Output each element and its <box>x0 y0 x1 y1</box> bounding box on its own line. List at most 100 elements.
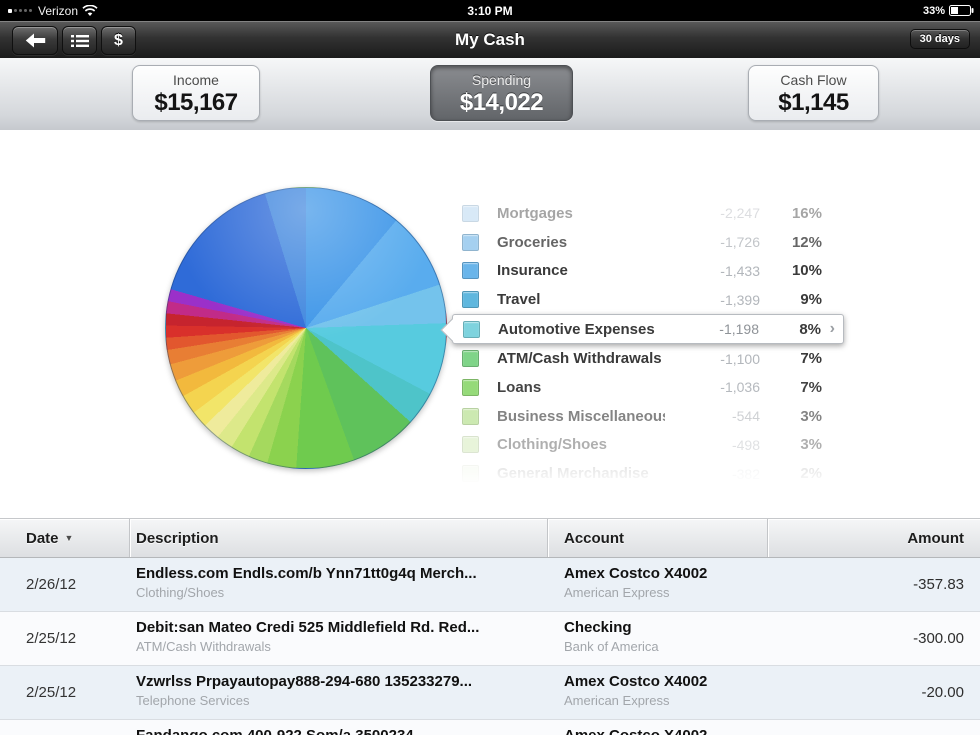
date-range-button[interactable]: 30 days <box>909 29 970 49</box>
transaction-description: Endless.com Endls.com/b Ynn71tt0g4q Merc… <box>136 565 477 582</box>
legend-percent: 12% <box>791 233 822 251</box>
income-button[interactable]: Income $15,167 <box>132 65 260 121</box>
legend-amount: -1,036 <box>720 379 760 396</box>
legend-percent: 3% <box>800 407 822 425</box>
clock: 3:10 PM <box>467 3 513 18</box>
category-legend: Mortgages -2,247 16% › Groceries -1,726 … <box>452 199 844 488</box>
column-header-date[interactable]: Date ▼ <box>0 519 130 557</box>
transaction-account: Checking <box>564 619 632 636</box>
spending-pie-chart[interactable] <box>165 187 447 469</box>
legend-percent: 10% <box>791 262 822 280</box>
legend-category-label: Groceries <box>497 233 568 251</box>
legend-amount: -1,726 <box>720 234 760 251</box>
transaction-date: 2/25/12 <box>0 720 130 735</box>
back-button[interactable] <box>12 26 58 55</box>
transaction-date: 2/25/12 <box>26 630 77 647</box>
legend-amount: -1,433 <box>720 262 760 279</box>
legend-category-label: Insurance <box>497 262 568 280</box>
transaction-amount: -24.00 <box>768 720 980 735</box>
legend-swatch <box>462 262 479 280</box>
legend-row[interactable]: Groceries -1,726 12% › <box>452 228 844 257</box>
cash-flow-label: Cash Flow <box>780 72 847 88</box>
income-value: $15,167 <box>154 89 238 116</box>
battery-icon <box>949 5 974 16</box>
legend-row[interactable]: Insurance -1,433 10% › <box>452 257 844 286</box>
legend-row[interactable]: General Merchandise -382 2% › <box>452 459 844 488</box>
cash-flow-button[interactable]: Cash Flow $1,145 <box>748 65 879 121</box>
accounts-list-button[interactable] <box>62 26 97 55</box>
column-header-account[interactable]: Account <box>548 519 768 557</box>
legend-row[interactable]: Clothing/Shoes -498 3% › <box>452 431 844 460</box>
legend-swatch <box>462 350 479 368</box>
legend-percent: 3% <box>800 436 822 454</box>
back-arrow-icon <box>25 33 45 48</box>
legend-row[interactable]: Business Miscellaneous -544 3% › <box>452 402 844 431</box>
legend-percent: 9% <box>800 291 822 309</box>
column-header-description[interactable]: Description <box>130 519 548 557</box>
transaction-account: Amex Costco X4002 <box>564 727 768 735</box>
transaction-category: Clothing/Shoes <box>136 585 225 600</box>
transaction-amount: -20.00 <box>921 684 964 701</box>
legend-category-label: Mortgages <box>497 204 573 222</box>
legend-swatch <box>462 407 479 425</box>
sort-arrow-icon: ▼ <box>64 533 74 543</box>
legend-amount: -382 <box>731 465 760 482</box>
transaction-amount: -357.83 <box>913 576 964 593</box>
transaction-description: Vzwrlss Prpayautopay888-294-680 13523327… <box>136 673 473 690</box>
legend-row[interactable]: Loans -1,036 7% › <box>452 373 844 402</box>
battery-percent: 33% <box>922 4 945 17</box>
transaction-description: Fandango.com 400-922 Som/a 3500234... <box>136 727 548 735</box>
transactions-table: Date ▼ Description Account Amount 2/26/1… <box>0 518 980 735</box>
transaction-description: Debit:san Mateo Credi 525 Middlefield Rd… <box>136 619 480 636</box>
legend-row[interactable]: Mortgages -2,247 16% › <box>452 199 844 228</box>
cell-signal-icon <box>8 8 32 13</box>
dollar-icon: $ <box>114 31 123 49</box>
table-header-row: Date ▼ Description Account Amount <box>0 518 980 558</box>
spending-chart-panel: Mortgages -2,247 16% › Groceries -1,726 … <box>0 130 980 518</box>
legend-swatch <box>462 233 479 251</box>
spending-value: $14,022 <box>459 89 544 116</box>
column-header-amount[interactable]: Amount <box>907 529 964 547</box>
page-title: My Cash <box>455 29 525 49</box>
transaction-row[interactable]: 2/25/12 Fandango.com 400-922 Som/a 35002… <box>0 720 980 735</box>
legend-amount: -1,399 <box>720 291 760 308</box>
legend-percent: 7% <box>800 350 822 368</box>
spending-label: Spending <box>471 72 532 88</box>
table-body: 2/26/12 Endless.com Endls.com/b Ynn71tt0… <box>0 558 980 735</box>
transaction-row[interactable]: 2/26/12 Endless.com Endls.com/b Ynn71tt0… <box>0 558 980 612</box>
chevron-right-icon: › <box>829 320 835 338</box>
list-icon <box>70 34 89 47</box>
transaction-bank: American Express <box>564 693 670 708</box>
transaction-amount: -300.00 <box>913 630 964 647</box>
transaction-bank: American Express <box>564 585 670 600</box>
legend-percent: 16% <box>791 204 822 222</box>
legend-row[interactable]: Automotive Expenses -1,198 8% › <box>452 314 844 345</box>
transaction-row[interactable]: 2/25/12 Debit:san Mateo Credi 525 Middle… <box>0 612 980 666</box>
transaction-account: Amex Costco X4002 <box>564 673 708 690</box>
spending-button[interactable]: Spending $14,022 <box>430 65 573 121</box>
legend-category-label: Automotive Expenses <box>498 320 655 338</box>
summary-bar: Income $15,167 Spending $14,022 Cash Flo… <box>0 58 980 164</box>
legend-swatch <box>462 465 479 483</box>
legend-swatch <box>463 320 480 338</box>
cash-flow-value: $1,145 <box>778 89 849 116</box>
income-label: Income <box>173 72 219 88</box>
legend-swatch <box>462 204 479 222</box>
legend-category-label: Loans <box>497 378 542 396</box>
legend-row[interactable]: Travel -1,399 9% › <box>452 285 844 314</box>
legend-percent: 2% <box>800 465 822 483</box>
legend-category-label: Travel <box>497 291 541 309</box>
legend-swatch <box>462 291 479 309</box>
transaction-row[interactable]: 2/25/12 Vzwrlss Prpayautopay888-294-680 … <box>0 666 980 720</box>
nav-bar: $ My Cash 30 days <box>0 21 980 59</box>
transaction-category: Telephone Services <box>136 693 250 708</box>
transaction-category: ATM/Cash Withdrawals <box>136 639 271 654</box>
wifi-icon <box>82 4 98 16</box>
cash-dollar-button[interactable]: $ <box>101 26 136 55</box>
legend-amount: -544 <box>731 408 760 425</box>
legend-swatch <box>462 436 479 454</box>
transaction-bank: Bank of America <box>564 639 659 654</box>
transaction-date: 2/26/12 <box>26 576 77 593</box>
carrier-label: Verizon <box>38 3 79 18</box>
legend-row[interactable]: ATM/Cash Withdrawals -1,100 7% › <box>452 344 844 373</box>
